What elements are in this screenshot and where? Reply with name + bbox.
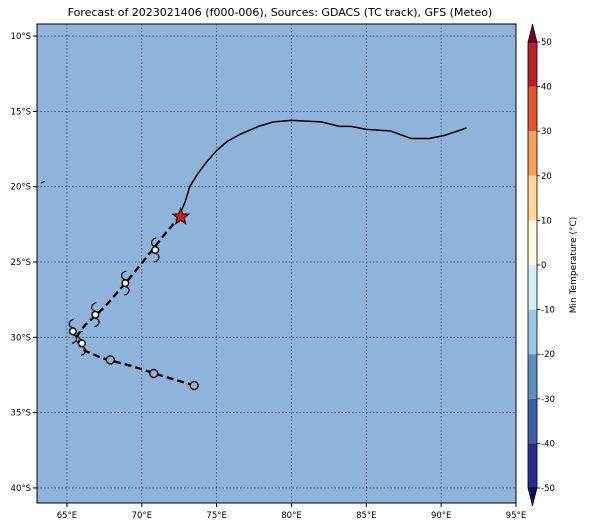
past-track-line (180, 119, 467, 213)
y-tick-label: 35°S (11, 409, 31, 419)
colorbar-band (528, 131, 537, 176)
current-position-star-icon (171, 206, 191, 225)
colorbar-tick-label: 0 (541, 261, 546, 271)
symbol-layer (68, 206, 199, 391)
map-background (37, 24, 516, 503)
x-tick-label: 95°E (506, 511, 526, 521)
colorbar-band (528, 398, 537, 444)
x-tick-label: 65°E (57, 511, 77, 521)
y-tick-label: 15°S (11, 107, 31, 117)
x-tick-label: 85°E (356, 511, 376, 521)
x-tick-label: 70°E (132, 511, 152, 521)
colorbar-band (528, 443, 537, 488)
colorbar-tick-label: -20 (541, 350, 555, 360)
chart-title: Forecast of 2023021406 (f000-006), Sourc… (67, 6, 493, 19)
colorbar-extension-min (527, 487, 538, 507)
x-tick-label: 75°E (206, 511, 226, 521)
colorbar-tick-label: 50 (541, 38, 552, 48)
tc-symbol-icon (151, 237, 160, 263)
colorbar-label: Min Temperature (°C) (569, 217, 579, 314)
colorbar-tick-label: -10 (541, 306, 555, 316)
colorbar-tick-label: -50 (541, 484, 555, 494)
map-gridlines (37, 24, 516, 503)
tc-symbol-icon (121, 270, 130, 296)
colorbar-tick-label: 40 (541, 83, 552, 93)
colorbar-band (528, 86, 537, 132)
colorbar-tick-label: -30 (541, 395, 555, 405)
forecast-track-line (74, 214, 195, 387)
y-tick-label: 25°S (11, 258, 31, 268)
colorbar-tick-label: 30 (541, 127, 552, 137)
tc-symbol-icon (77, 330, 87, 356)
map-frame (36, 23, 517, 504)
colorbar-tick-label: 20 (541, 172, 552, 182)
y-tick-label: 10°S (11, 32, 31, 42)
colorbar-band (528, 220, 537, 265)
y-tick-label: 30°S (11, 333, 31, 343)
track-layer (40, 119, 467, 387)
x-tick-label: 90°E (431, 511, 451, 521)
tc-symbol-icon (91, 302, 100, 328)
map-axes: 65°E 70°E 75°E 80°E 85°E 90°E 95°E 10°S 15°S 20°S… (11, 32, 527, 521)
colorbar-band (528, 42, 537, 87)
y-tick-label: 20°S (11, 183, 31, 193)
colorbar-band (528, 309, 537, 355)
colorbar-band (528, 175, 537, 221)
tc-symbol-icon (68, 318, 78, 344)
x-tick-label: 80°E (281, 511, 301, 521)
colorbar-tick-label: 10 (541, 216, 552, 226)
colorbar-band (528, 265, 537, 310)
small-track-mark (40, 180, 46, 184)
circle-icon (105, 355, 115, 365)
y-tick-label: 40°S (11, 484, 31, 494)
colorbar-tick-label: -40 (541, 439, 555, 449)
circle-icon (149, 368, 159, 379)
colorbar-band (528, 354, 537, 399)
colorbar-extension-max (527, 23, 538, 43)
colorbar: 50 40 30 20 10 0 -10 -20 -30 -40 -50 Min Temperatur… (527, 23, 579, 507)
circle-icon (189, 380, 199, 391)
